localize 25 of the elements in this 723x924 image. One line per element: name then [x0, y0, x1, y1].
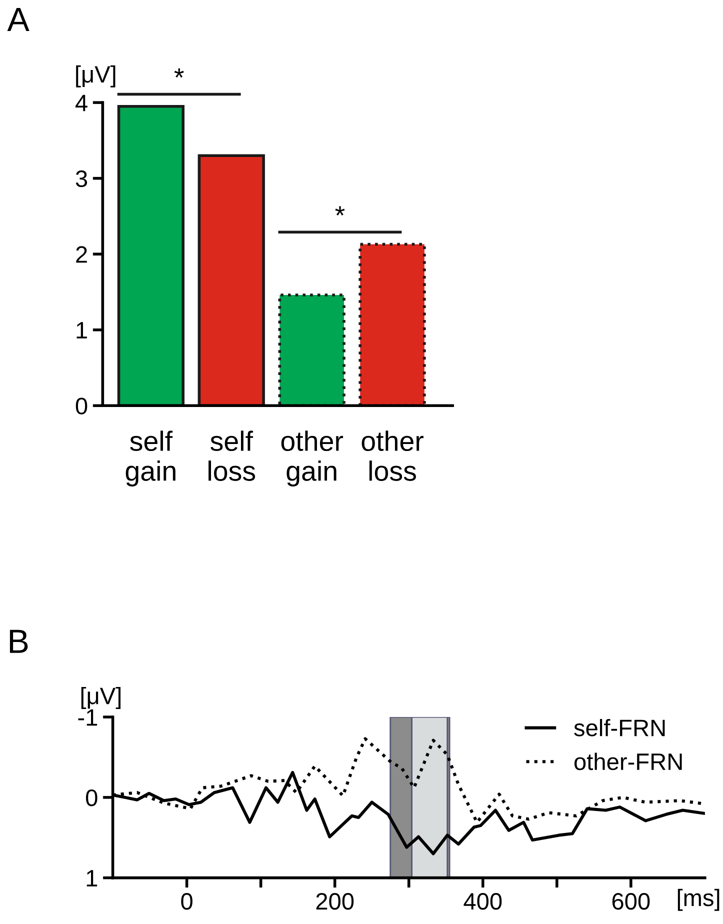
x-tick-label: 400 [464, 893, 502, 910]
x-tick-label: other loss [362, 430, 424, 481]
y-tick-label: 0 [76, 398, 88, 414]
text: * [174, 68, 184, 78]
y-tick-label: 1 [76, 322, 87, 338]
chart-title: A [7, 8, 30, 31]
x-tick-label: other gain [281, 430, 344, 486]
legend-label: self-FRN [574, 718, 665, 736]
chart-title: B [10, 630, 28, 653]
y-axis-title: [μV] [81, 686, 120, 709]
y-tick-label: 4 [75, 94, 88, 112]
x-axis-title: [ms] [678, 888, 720, 911]
legend-label: other-FRN [574, 752, 682, 770]
x-tick-label: self loss [208, 430, 256, 481]
y-tick-label: 0 [86, 789, 98, 806]
y-tick-label: 3 [76, 170, 88, 188]
y-tick-label: -1 [78, 709, 98, 726]
y-axis-title: [μV] [76, 65, 116, 88]
y-tick-label: 2 [76, 246, 87, 263]
y-tick-label: 1 [86, 870, 98, 886]
x-tick-label: 200 [316, 893, 354, 910]
annotation: * [335, 206, 345, 216]
x-tick-label: 600 [612, 893, 650, 910]
x-tick-label: self gain [126, 430, 176, 486]
x-tick-label: 0 [181, 893, 192, 910]
